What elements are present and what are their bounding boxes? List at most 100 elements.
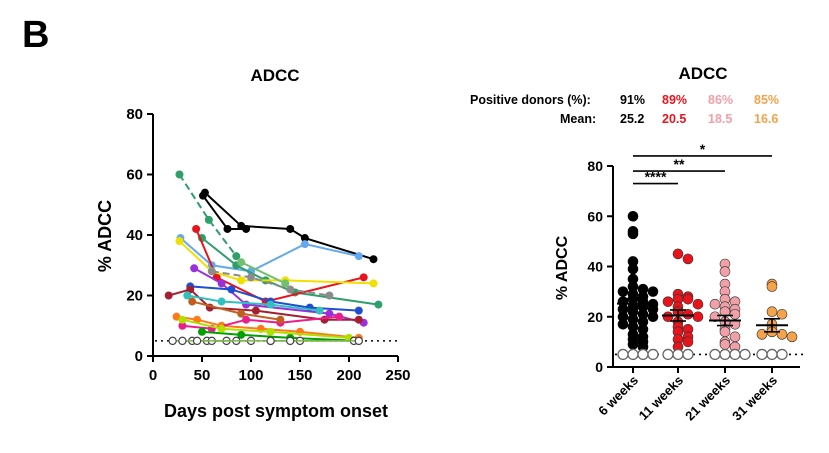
series-line-15 (182, 318, 350, 339)
group-point (627, 256, 639, 267)
series-point-13 (207, 267, 216, 276)
mean-value-21wk: 18.5 (708, 112, 733, 126)
group-point (692, 311, 704, 323)
group-point (662, 311, 674, 323)
left-y-tick-label: 60 (126, 167, 143, 184)
group-point-negative (766, 348, 778, 361)
series-point-16 (237, 309, 246, 318)
significance-label-2: * (700, 141, 706, 157)
group-point (647, 311, 659, 323)
series-point-14 (198, 327, 206, 336)
series-point-9 (251, 306, 260, 315)
right-x-tick-label: 31 weeks (729, 373, 780, 424)
group-point (662, 296, 674, 307)
group-point-negative (637, 348, 649, 361)
positive-value-6wk: 91% (620, 93, 646, 107)
group-point (766, 281, 778, 292)
series-point-2 (242, 224, 251, 233)
right-y-tick-label: 20 (587, 309, 603, 325)
series-point-0 (175, 170, 184, 179)
positive-value-11wk: 89% (662, 93, 688, 107)
right-y-tick-label: 60 (587, 208, 603, 224)
series-point-16 (188, 297, 197, 306)
series-point-8 (354, 306, 363, 315)
series-point-7 (242, 300, 251, 309)
series-point-14 (237, 330, 246, 339)
right-x-tick-label: 21 weeks (682, 373, 733, 424)
right-y-tick-label: 40 (587, 259, 603, 275)
series-point-11 (242, 315, 251, 324)
left-x-tick-label: 200 (336, 367, 361, 384)
left-x-tick-label: 50 (194, 367, 211, 384)
series-point-6 (175, 237, 184, 246)
series-point-6 (369, 279, 378, 288)
right-y-tick-label: 80 (587, 158, 603, 174)
series-point-17 (237, 258, 246, 267)
negative-point (192, 336, 202, 346)
series-point-12 (315, 306, 324, 315)
series-point-10 (172, 312, 181, 321)
series-point-9 (164, 291, 173, 300)
group-point (709, 298, 721, 310)
group-point (786, 331, 798, 343)
left-y-tick-label: 80 (126, 106, 143, 123)
mean-label: Mean: (560, 112, 597, 126)
group-point-negative (647, 348, 659, 361)
series-point-15 (217, 324, 226, 333)
negative-point (178, 336, 187, 346)
series-line-12 (187, 294, 320, 312)
group-point-negative (627, 348, 639, 361)
group-point (776, 329, 788, 340)
series-point-15 (178, 315, 187, 324)
right-y-axis-label: % ADCC (554, 235, 571, 300)
group-point-negative (672, 348, 684, 361)
series-point-12 (266, 300, 275, 309)
left-x-tick-label: 0 (149, 367, 157, 384)
series-point-15 (266, 327, 275, 336)
right-y-tick-label: 0 (595, 359, 603, 375)
group-point-negative (719, 348, 731, 361)
series-line-5 (195, 228, 364, 303)
left-y-tick-label: 20 (126, 288, 143, 305)
negative-point (286, 336, 295, 346)
series-point-1 (286, 224, 295, 233)
significance-label-0: **** (645, 169, 667, 185)
series-point-11 (335, 312, 344, 321)
group-point (776, 308, 788, 320)
group-point (647, 286, 659, 297)
group-point (719, 326, 731, 338)
negative-point (354, 336, 363, 346)
left-line-chart: 0 20 40 60 80 0 50 100 150 200 250 Days post sympto… (95, 106, 411, 421)
group-point-negative (756, 348, 768, 361)
series-point-16 (276, 315, 285, 324)
positive-donors-label: Positive donors (%): (470, 93, 591, 107)
series-point-12 (183, 291, 192, 300)
series-line-14 (201, 330, 359, 342)
series-point-13 (286, 285, 295, 294)
series-point-11 (178, 321, 187, 330)
series-point-17 (281, 279, 290, 288)
left-x-tick-label: 150 (287, 367, 312, 384)
group-point (682, 308, 694, 320)
right-chart-title: ADCC (678, 64, 728, 83)
group-point (766, 306, 778, 318)
mean-value-11wk: 20.5 (662, 112, 687, 126)
series-point-12 (217, 297, 226, 306)
group-point-negative (709, 348, 721, 361)
negative-point (168, 336, 177, 346)
group-point (729, 308, 741, 320)
series-point-7 (325, 309, 334, 318)
group-point-negative (729, 348, 741, 361)
group-point (682, 336, 694, 348)
series-point-8 (227, 285, 236, 294)
group-point (617, 286, 629, 297)
positive-value-21wk: 86% (708, 93, 734, 107)
group-point (719, 266, 731, 277)
series-point-13 (325, 291, 334, 300)
series-point-2 (198, 191, 207, 200)
negative-point (266, 336, 275, 346)
series-point-6 (237, 276, 246, 285)
group-point (627, 210, 639, 222)
group-point (729, 331, 741, 343)
